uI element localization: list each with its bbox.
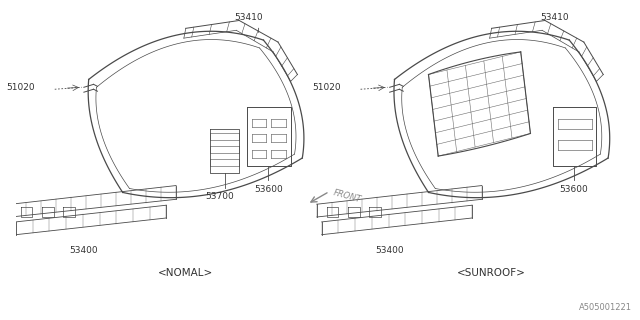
Text: 51020: 51020: [312, 83, 341, 92]
Text: 53600: 53600: [560, 185, 589, 194]
Text: 53700: 53700: [205, 192, 234, 201]
Text: <NOMAL>: <NOMAL>: [158, 268, 213, 278]
Text: <SUNROOF>: <SUNROOF>: [457, 268, 526, 278]
Text: 53410: 53410: [235, 13, 263, 22]
Text: 53400: 53400: [70, 246, 98, 255]
Text: 53600: 53600: [254, 185, 283, 194]
Text: 53410: 53410: [540, 13, 569, 22]
Text: A505001221: A505001221: [579, 303, 632, 312]
Text: 51020: 51020: [6, 83, 35, 92]
Text: FRONT: FRONT: [332, 188, 362, 204]
Text: 53400: 53400: [375, 246, 404, 255]
